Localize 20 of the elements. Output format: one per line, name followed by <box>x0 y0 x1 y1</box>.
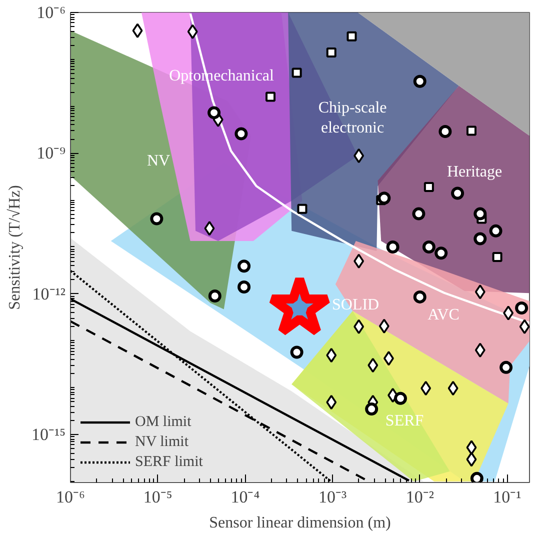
y-tick-label: 10⁻⁶ <box>36 3 66 22</box>
x-tick-label: 10⁻² <box>406 488 434 506</box>
x-tick-label: 10⁻⁴ <box>230 488 260 506</box>
legend-label: OM limit <box>135 414 192 430</box>
series-label: SERF <box>385 412 424 430</box>
y-tick-label: 10⁻¹⁵ <box>31 425 66 444</box>
y-axis-title: Sensitivity (T/√Hz) <box>6 185 24 310</box>
y-tick-label: 10⁻⁹ <box>36 144 66 163</box>
series-label: Heritage <box>447 164 502 181</box>
x-tick-label: 10⁻³ <box>318 488 347 506</box>
y-tick-label: 10⁻¹² <box>32 284 66 304</box>
series-label: NV <box>146 152 171 170</box>
x-axis-title: Sensor linear dimension (m) <box>209 514 391 532</box>
series-label: AVC <box>428 306 460 324</box>
x-tick-label: 10⁻¹ <box>493 488 522 506</box>
x-tick-label: 10⁻⁶ <box>56 488 86 506</box>
legend-label: SERF limit <box>135 454 203 470</box>
legend-label: NV limit <box>135 434 188 450</box>
x-tick-label: 10⁻⁵ <box>143 488 172 506</box>
series-label: Chip-scale electronic <box>318 100 387 137</box>
